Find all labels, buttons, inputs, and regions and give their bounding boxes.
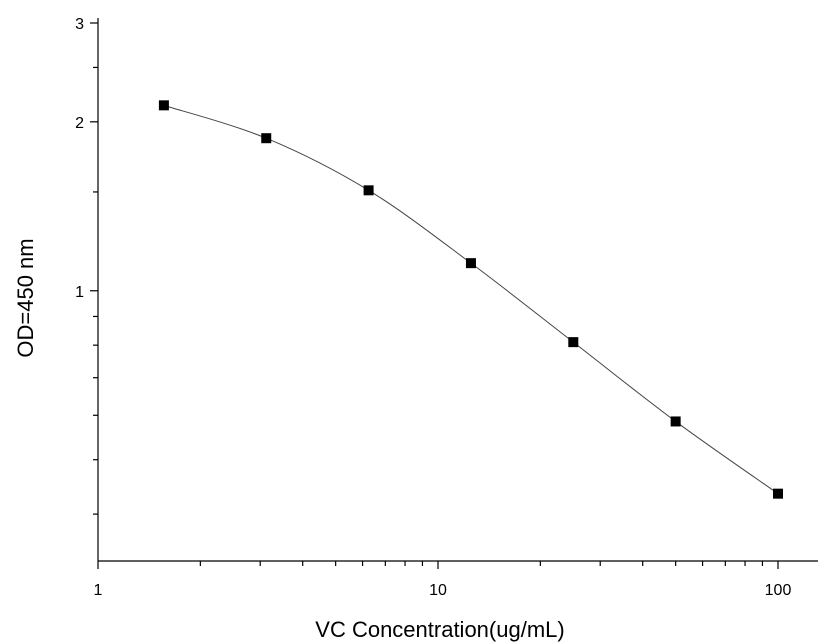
x-ticks: 1 10 100 [94, 561, 792, 599]
data-point [158, 100, 169, 111]
y-tick-label: 3 [75, 16, 84, 33]
data-point [568, 337, 579, 348]
data-point [363, 185, 374, 196]
x-axis-title: VC Concentration(ug/mL) [315, 617, 564, 642]
axes [97, 18, 818, 562]
y-axis-title: OD=450 nm [13, 238, 38, 357]
x-tick-label: 100 [765, 582, 792, 599]
data-point [773, 488, 783, 499]
x-tick-label: 10 [429, 582, 447, 599]
data-point [670, 416, 681, 427]
data-point [261, 133, 272, 144]
x-tick-label: 1 [94, 582, 103, 599]
y-tick-label: 1 [75, 284, 84, 301]
y-ticks: 1 2 3 [75, 16, 98, 515]
y-tick-label: 2 [75, 115, 84, 132]
data-point [465, 258, 476, 269]
series-line [163, 104, 779, 495]
series [158, 100, 783, 499]
